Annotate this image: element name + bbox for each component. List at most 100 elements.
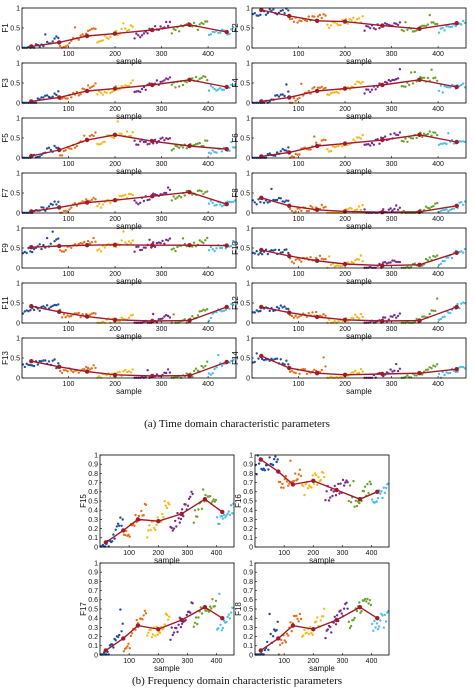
data-point [118, 194, 121, 198]
x-tick-label: 100 [293, 271, 305, 278]
data-point [64, 316, 67, 319]
data-point [255, 14, 258, 17]
data-point [413, 30, 416, 33]
data-point [215, 151, 218, 154]
data-point [283, 305, 286, 308]
data-point [170, 149, 173, 152]
data-point [191, 77, 194, 80]
y-tick-label: 0 [249, 652, 253, 659]
x-tick-label: 100 [278, 658, 290, 665]
x-tick-label: 300 [386, 381, 398, 388]
data-point [432, 364, 435, 367]
data-point [283, 149, 286, 152]
data-point [296, 21, 299, 24]
data-point [385, 262, 389, 265]
data-point [324, 205, 327, 209]
data-point [113, 537, 116, 540]
data-point [170, 199, 173, 202]
data-point [426, 23, 430, 26]
data-point [460, 83, 463, 87]
trend-marker [57, 309, 62, 314]
y-tick-label: 0.9 [243, 462, 253, 469]
trend-marker [454, 84, 459, 90]
data-point [172, 313, 175, 316]
data-point [137, 514, 141, 518]
data-point [98, 202, 101, 205]
data-point [207, 151, 211, 154]
data-point [64, 45, 67, 48]
data-point [118, 132, 121, 135]
data-point [194, 367, 198, 370]
data-point [168, 20, 172, 24]
data-point [363, 143, 366, 146]
y-tick-label: 1 [246, 60, 250, 67]
trend-marker [287, 365, 292, 371]
data-point [219, 87, 222, 90]
data-point [452, 142, 456, 145]
trend-marker [150, 194, 155, 199]
x-tick-label: 100 [63, 381, 75, 388]
data-point [393, 78, 396, 82]
data-point [282, 486, 285, 489]
data-point [287, 363, 290, 366]
data-point [23, 310, 26, 313]
data-point [217, 88, 220, 91]
x-tick-label: 200 [109, 106, 121, 113]
data-point [396, 133, 400, 137]
data-point [146, 143, 149, 146]
data-point [318, 86, 322, 90]
data-point [385, 371, 389, 374]
data-point [357, 205, 361, 208]
data-point [148, 142, 151, 145]
data-point [408, 83, 411, 87]
x-tick-label: 200 [109, 161, 121, 168]
data-point [232, 200, 235, 204]
y-tick-label: 1 [16, 280, 20, 287]
data-point [383, 613, 387, 617]
data-point [292, 20, 296, 23]
data-point [172, 631, 176, 634]
y-tick-label: 0.9 [243, 570, 253, 577]
data-point [60, 250, 64, 253]
y-tick-label: 0.8 [88, 471, 98, 478]
data-point [209, 316, 213, 320]
trend-marker [311, 478, 316, 483]
data-point [194, 143, 198, 146]
data-point [58, 249, 62, 252]
data-point [211, 372, 214, 375]
data-point [396, 314, 400, 318]
data-point [353, 616, 356, 620]
data-point [86, 84, 90, 87]
data-point [310, 631, 313, 635]
data-point [94, 312, 97, 315]
y-tick-label: 0.4 [88, 508, 98, 515]
y-tick-label: 1 [16, 115, 20, 122]
data-point [217, 627, 220, 630]
data-point [207, 33, 211, 37]
data-point [176, 511, 179, 515]
data-point [29, 363, 32, 367]
data-point [191, 245, 194, 248]
data-point [434, 365, 437, 368]
data-point [406, 140, 409, 143]
data-point [255, 250, 258, 253]
data-point [168, 503, 171, 506]
data-point [462, 251, 465, 254]
data-point [385, 22, 389, 26]
data-point [192, 241, 196, 244]
y-tick-label: 0 [16, 45, 20, 52]
data-point [167, 618, 170, 621]
data-point [328, 150, 331, 153]
data-point [389, 261, 392, 264]
data-point [270, 187, 273, 191]
data-point [199, 606, 202, 609]
x-tick-label: 100 [63, 326, 75, 333]
data-point [289, 459, 292, 462]
data-point [257, 14, 260, 17]
data-point [149, 628, 152, 632]
data-point [350, 316, 353, 319]
y-tick-label: 0 [246, 265, 250, 272]
data-point [384, 486, 388, 490]
data-point [45, 40, 49, 44]
